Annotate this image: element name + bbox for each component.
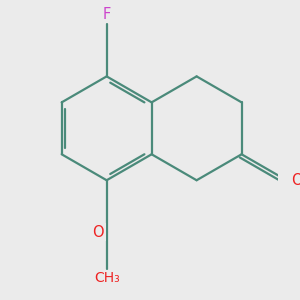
- Text: O: O: [291, 173, 300, 188]
- Text: CH₃: CH₃: [94, 271, 119, 285]
- Text: O: O: [92, 225, 104, 240]
- Text: F: F: [103, 7, 111, 22]
